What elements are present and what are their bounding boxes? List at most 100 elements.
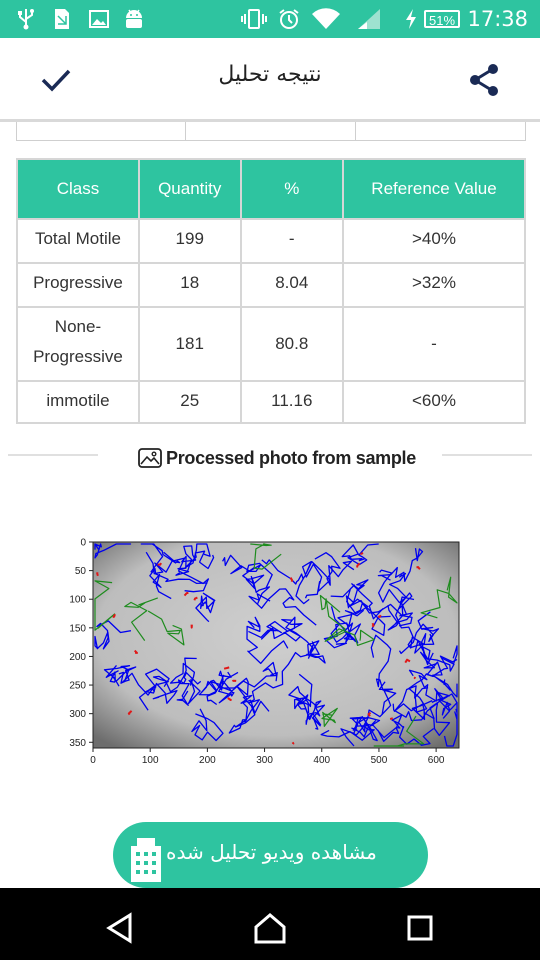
table-row: immotile 25 11.16 <60% — [18, 382, 524, 422]
cell-percent: 8.04 — [241, 264, 342, 306]
y-tick-label: 200 — [69, 652, 86, 663]
track-green — [324, 628, 375, 646]
track-red — [112, 614, 116, 619]
cell-percent: 11.16 — [241, 382, 342, 422]
results-table: Class Quantity % Reference Value Total M… — [16, 158, 526, 424]
track-blue — [169, 662, 201, 705]
cell-class: Progressive — [18, 264, 138, 306]
y-tick-label: 300 — [69, 709, 86, 720]
recents-icon — [407, 915, 433, 941]
confirm-button[interactable] — [36, 60, 76, 100]
track-blue — [330, 584, 403, 625]
processed-sample-image: 0 100 200 300 400 500 600 0 50 100 150 200 250 300 350 — [69, 538, 460, 766]
track-blue — [248, 588, 317, 626]
processed-sample-figure: 0 100 200 300 400 500 600 0 50 100 150 200 250 300 350 — [60, 532, 470, 772]
track-red — [231, 679, 237, 683]
wifi-icon — [310, 8, 342, 30]
view-analyzed-video-button[interactable]: مشاهده ویدیو تحلیل شده — [113, 822, 428, 888]
android-icon — [122, 8, 146, 30]
cell-reference: >40% — [343, 220, 524, 262]
charging-icon — [402, 8, 420, 30]
track-blue — [140, 543, 181, 573]
track-red — [291, 741, 295, 745]
track-blue — [351, 716, 378, 742]
track-blue — [340, 681, 393, 747]
track-red — [133, 649, 138, 654]
track-blue — [341, 543, 379, 566]
track-blue — [228, 694, 256, 734]
app-bar: نتیجه تحلیل — [0, 38, 540, 122]
track-blue — [337, 602, 391, 636]
x-tick-label: 600 — [428, 755, 445, 766]
home-button[interactable] — [250, 908, 290, 948]
y-tick-label: 250 — [69, 681, 86, 692]
cell-class: Total Motile — [18, 220, 138, 262]
track-blue — [184, 543, 215, 570]
previous-table-edge — [16, 122, 526, 141]
recents-button[interactable] — [400, 908, 440, 948]
track-blue — [398, 611, 440, 655]
share-button[interactable] — [464, 60, 504, 100]
track-red — [377, 614, 382, 618]
track-green — [373, 715, 425, 747]
share-icon — [470, 64, 498, 96]
track-blue — [195, 592, 216, 623]
cell-reference: <60% — [343, 382, 524, 422]
sim-icon — [52, 8, 72, 30]
x-tick-label: 200 — [199, 755, 216, 766]
table-row: Total Motile 199 - >40% — [18, 220, 524, 262]
track-blue — [145, 551, 210, 593]
back-button[interactable] — [100, 908, 140, 948]
track-red — [371, 622, 375, 628]
track-blue — [306, 640, 326, 664]
track-blue — [191, 708, 224, 742]
track-blue — [443, 702, 458, 747]
scroll-content[interactable]: Class Quantity % Reference Value Total M… — [0, 122, 540, 888]
track-blue — [426, 661, 458, 698]
table-row: Progressive 18 8.04 >32% — [18, 264, 524, 306]
x-tick-label: 400 — [313, 755, 330, 766]
header-class: Class — [18, 160, 138, 218]
home-icon — [254, 913, 286, 944]
header-quantity: Quantity — [139, 160, 240, 218]
track-green — [321, 707, 338, 727]
track-red — [289, 577, 293, 582]
y-tick-label: 0 — [80, 538, 86, 549]
cell-quantity: 18 — [139, 264, 240, 306]
usb-icon — [16, 8, 36, 30]
track-blue — [414, 633, 435, 666]
track-red — [223, 666, 230, 670]
cell-quantity: 181 — [139, 308, 240, 380]
vibrate-icon — [240, 8, 268, 30]
track-blue — [370, 634, 397, 715]
track-red — [404, 658, 411, 664]
cell-quantity: 25 — [139, 382, 240, 422]
track-blue — [301, 560, 331, 599]
track-green — [420, 576, 458, 619]
track-blue — [206, 671, 239, 706]
cell-class: None-Progressive — [18, 308, 138, 380]
track-blue — [377, 569, 407, 604]
checkmark-icon — [41, 69, 71, 92]
track-green — [250, 543, 282, 570]
x-tick-label: 300 — [256, 755, 273, 766]
track-green — [124, 597, 159, 641]
table-header-row: Class Quantity % Reference Value — [18, 160, 524, 218]
track-green — [147, 610, 185, 646]
back-icon — [106, 912, 132, 944]
x-tick-label: 500 — [371, 755, 388, 766]
y-tick-label: 150 — [69, 623, 86, 634]
track-red — [127, 710, 133, 716]
track-blue — [288, 673, 313, 710]
track-blue — [260, 618, 303, 642]
signal-icon — [356, 8, 382, 30]
divider-right — [442, 454, 532, 456]
track-red — [360, 552, 364, 555]
image-icon — [138, 448, 162, 468]
track-blue — [419, 645, 458, 672]
y-tick-label: 100 — [69, 595, 86, 606]
track-blue — [314, 552, 355, 586]
building-icon — [131, 838, 161, 882]
alarm-icon — [276, 8, 302, 30]
cell-quantity: 199 — [139, 220, 240, 262]
